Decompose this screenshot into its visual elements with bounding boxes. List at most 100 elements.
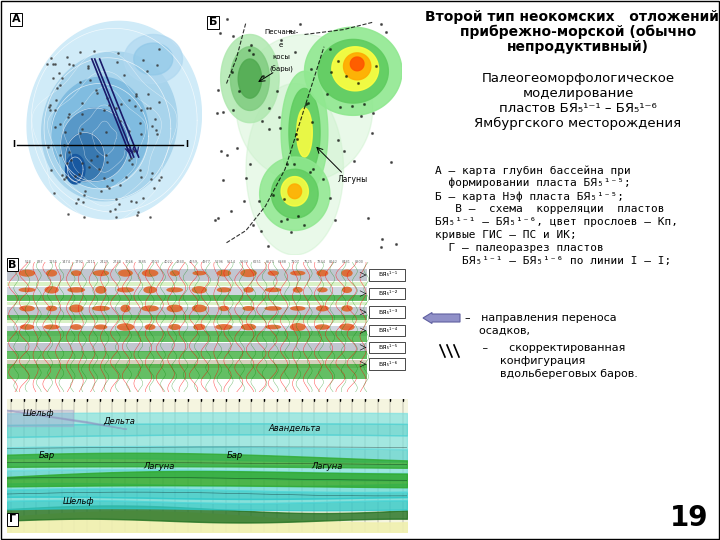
Text: А: А — [12, 14, 20, 24]
Point — [355, 111, 366, 120]
Point — [386, 158, 397, 167]
Text: формировании пласта БЯ₅¹⁻⁵;: формировании пласта БЯ₅¹⁻⁵; — [435, 178, 631, 188]
Bar — [7, 315, 367, 320]
Point — [217, 176, 228, 184]
Point — [76, 99, 87, 107]
Text: 4340: 4340 — [176, 260, 185, 264]
Point — [290, 130, 302, 138]
Point — [76, 125, 87, 133]
Point — [341, 72, 352, 80]
Ellipse shape — [192, 305, 207, 312]
Point — [144, 213, 156, 222]
Point — [62, 159, 73, 167]
Text: БЯ₅¹⁻¹ – БЯ₅¹⁻⁶, цвет прослоев – Кп,: БЯ₅¹⁻¹ – БЯ₅¹⁻⁶, цвет прослоев – Кп, — [435, 217, 678, 227]
Point — [100, 128, 112, 137]
Point — [142, 66, 153, 75]
Polygon shape — [297, 108, 312, 157]
Ellipse shape — [117, 287, 134, 293]
Point — [112, 58, 123, 67]
Text: БЯ₅¹⁻⁴: БЯ₅¹⁻⁴ — [378, 328, 397, 333]
Polygon shape — [7, 410, 127, 429]
Point — [271, 87, 283, 96]
Polygon shape — [288, 184, 302, 199]
FancyBboxPatch shape — [369, 269, 405, 281]
Point — [49, 123, 60, 132]
Text: 7525: 7525 — [304, 260, 312, 264]
Point — [120, 173, 132, 182]
Point — [333, 56, 344, 65]
Point — [147, 122, 158, 131]
Point — [149, 115, 161, 124]
Point — [375, 20, 387, 29]
Ellipse shape — [217, 270, 231, 276]
Text: 3385: 3385 — [138, 260, 147, 264]
Point — [58, 141, 70, 150]
Point — [67, 61, 78, 70]
Point — [130, 102, 141, 111]
Text: I: I — [186, 140, 189, 149]
Text: 1792: 1792 — [74, 260, 84, 264]
Text: 8800: 8800 — [354, 260, 364, 264]
Point — [104, 101, 115, 110]
Point — [73, 170, 85, 178]
Point — [102, 158, 113, 167]
Text: 200: 200 — [12, 260, 19, 264]
Point — [131, 211, 143, 220]
Point — [135, 172, 146, 181]
Ellipse shape — [268, 271, 279, 276]
Point — [112, 49, 123, 58]
Point — [111, 213, 122, 221]
Point — [222, 15, 233, 23]
Point — [54, 80, 66, 89]
Point — [227, 68, 238, 77]
Point — [132, 207, 143, 216]
Point — [321, 90, 333, 99]
Point — [74, 129, 86, 137]
Ellipse shape — [145, 324, 156, 330]
Point — [118, 71, 130, 79]
Point — [150, 126, 162, 135]
Ellipse shape — [289, 323, 306, 331]
Point — [324, 44, 336, 53]
Point — [82, 62, 94, 70]
Ellipse shape — [143, 286, 157, 293]
Point — [69, 172, 81, 181]
Polygon shape — [66, 154, 85, 184]
Ellipse shape — [217, 287, 231, 292]
Ellipse shape — [19, 306, 35, 312]
Text: прибрежно-морской (обычно: прибрежно-морской (обычно — [460, 25, 696, 39]
Point — [59, 128, 71, 137]
Point — [289, 159, 300, 168]
Point — [90, 86, 102, 94]
Text: осадков,: осадков, — [465, 326, 530, 336]
Point — [77, 198, 89, 206]
Bar — [7, 287, 367, 300]
Text: 6570: 6570 — [265, 260, 274, 264]
Text: А – карта глубин бассейна при: А – карта глубин бассейна при — [435, 165, 631, 176]
Ellipse shape — [166, 287, 183, 292]
Text: кривые ГИС – ПС и ИК;: кривые ГИС – ПС и ИК; — [435, 230, 577, 240]
Point — [358, 100, 369, 109]
Text: Дельта: Дельта — [103, 417, 135, 426]
Ellipse shape — [264, 306, 282, 310]
Ellipse shape — [94, 325, 107, 329]
Point — [306, 118, 318, 126]
Point — [248, 50, 259, 59]
Text: 7207: 7207 — [291, 260, 300, 264]
FancyBboxPatch shape — [369, 288, 405, 299]
Point — [281, 215, 292, 224]
Text: 2748: 2748 — [112, 260, 122, 264]
Point — [57, 171, 68, 179]
Point — [124, 95, 135, 104]
Point — [292, 211, 304, 220]
Point — [130, 92, 142, 100]
Point — [274, 124, 285, 133]
FancyBboxPatch shape — [369, 325, 405, 336]
Point — [44, 101, 55, 110]
Point — [49, 106, 60, 114]
Text: В: В — [8, 260, 17, 269]
Polygon shape — [289, 89, 320, 177]
Point — [262, 241, 274, 250]
Text: 1474: 1474 — [61, 260, 71, 264]
Text: 7844: 7844 — [316, 260, 325, 264]
